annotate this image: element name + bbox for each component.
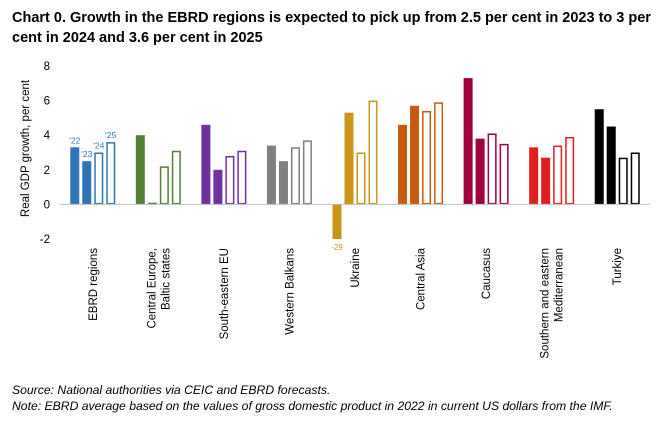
bar [541, 157, 551, 205]
y-axis-title: Real GDP growth, per cent [20, 79, 32, 217]
category-label: South-eastern EU [219, 248, 231, 339]
bar [422, 110, 432, 205]
bars-layer [70, 78, 640, 239]
y-tick-label: 0 [44, 199, 50, 211]
bar [499, 143, 509, 205]
bar [594, 109, 604, 205]
bar [618, 157, 628, 205]
y-tick-label: 6 [44, 96, 50, 108]
bar [434, 102, 444, 205]
bar [135, 135, 145, 205]
bar [159, 166, 169, 205]
source-text: Source: National authorities via CEIC an… [12, 383, 331, 397]
bar-value-label: -29 [331, 243, 343, 252]
bar [606, 126, 616, 205]
category-label: EBRD regions [88, 248, 100, 321]
category-label: Ukraine [350, 248, 362, 288]
bar [302, 140, 312, 205]
category-label: Caucasus [481, 248, 493, 299]
bar [344, 112, 354, 205]
bar [106, 142, 116, 205]
y-tick-label: 2 [44, 165, 50, 177]
bar [213, 169, 223, 205]
bar [70, 147, 80, 205]
year-label: '24 [93, 141, 104, 151]
category-label: Central Asia [416, 247, 428, 310]
bar [529, 147, 539, 205]
bar [410, 105, 420, 205]
note-text: Note: EBRD average based on the values o… [12, 399, 613, 413]
chart-title: Chart 0. Growth in the EBRD regions is e… [12, 10, 651, 46]
bar [565, 136, 575, 205]
year-label: '22 [69, 135, 80, 145]
bar [332, 204, 342, 239]
labels-layer: '22'23'24'25 EBRD regions Central Europe, B… [69, 130, 624, 358]
year-label: '23 [81, 149, 92, 159]
chart-notes: Source: National authorities via CEIC an… [12, 382, 657, 414]
bar [487, 133, 497, 205]
y-axis: 8 6 4 2 0 -2 Real GDP growth, per cent [20, 61, 51, 246]
y-tick-label: 4 [44, 130, 51, 142]
bar [237, 150, 247, 205]
y-tick-label: 8 [44, 61, 50, 73]
bar [290, 147, 300, 205]
bar [368, 100, 378, 205]
bar [630, 152, 640, 205]
bar [266, 145, 276, 205]
bar [147, 202, 157, 205]
bar [82, 161, 92, 205]
bar [171, 150, 181, 205]
category-label: Southern and eastern Mediterranean [540, 248, 566, 359]
bar [94, 152, 104, 205]
bar [201, 124, 211, 205]
bar [356, 152, 366, 205]
category-label: Central Europe, Baltic states [146, 248, 172, 329]
bar [278, 161, 288, 205]
bar [475, 138, 485, 205]
year-label: '25 [105, 130, 116, 140]
bar [398, 124, 408, 205]
bar [225, 155, 235, 205]
category-label: Turkiye [612, 248, 624, 285]
bar [553, 145, 563, 205]
bar [463, 78, 473, 205]
y-tick-label: -2 [40, 234, 50, 246]
category-label: Western Balkans [284, 248, 296, 335]
